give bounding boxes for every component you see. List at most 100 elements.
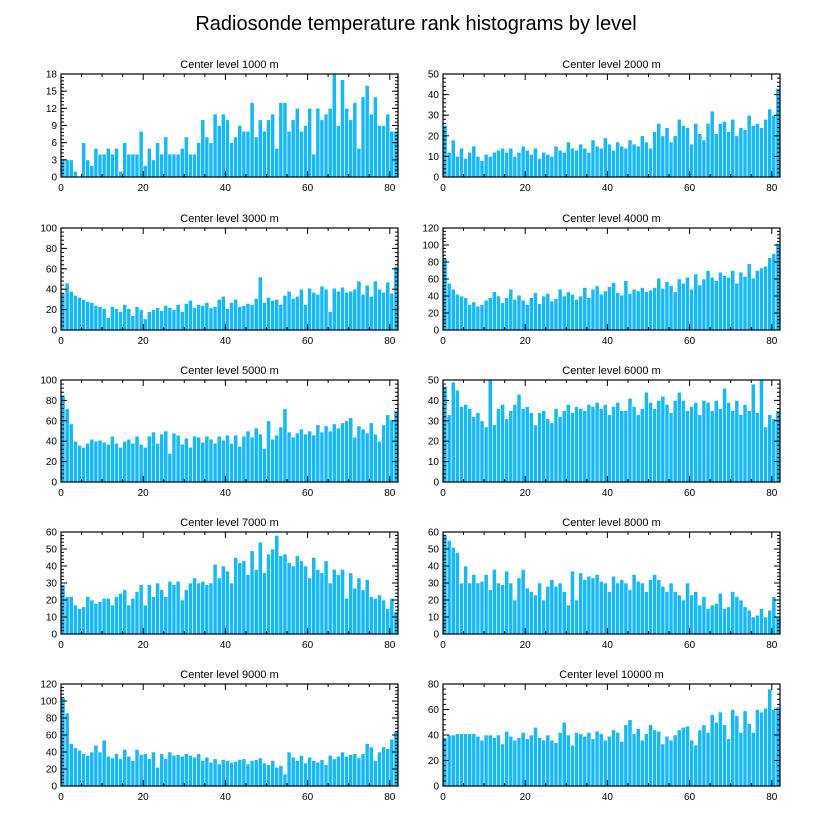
bar — [81, 142, 86, 178]
bar — [713, 721, 719, 787]
bar — [574, 599, 579, 635]
bar — [648, 579, 653, 635]
bar — [549, 579, 555, 635]
x-tick-label: 80 — [384, 183, 396, 194]
bar — [208, 142, 214, 178]
x-axis: 0 20 40 60 80 — [58, 532, 396, 651]
y-axis: 0 20 40 60 80 — [428, 680, 780, 793]
bar — [134, 435, 140, 483]
x-axis: 0 20 40 60 80 — [440, 228, 778, 347]
bar — [516, 151, 522, 178]
bar — [118, 592, 123, 635]
bar — [574, 406, 579, 483]
y-tick-label: 80 — [428, 258, 440, 269]
bar — [755, 614, 760, 635]
bar — [730, 709, 736, 787]
bar — [225, 119, 230, 178]
bar — [147, 584, 152, 635]
bar — [188, 755, 193, 787]
bar — [681, 400, 686, 483]
bar — [344, 420, 349, 483]
bar — [487, 379, 493, 483]
bar — [299, 130, 304, 178]
bar — [175, 304, 181, 331]
bar — [171, 755, 177, 787]
bar — [529, 591, 534, 635]
y-tick-label: 0 — [51, 173, 57, 184]
bar — [183, 136, 189, 178]
x-axis: 0 20 40 60 80 — [440, 74, 778, 194]
bar — [249, 102, 255, 178]
histogram-panel-10: Center level 10000 m 0 20 40 60 80 0 20 40 60 80 — [428, 669, 781, 803]
bar — [602, 739, 608, 787]
bar — [294, 760, 300, 787]
bar — [652, 574, 658, 635]
bar — [364, 743, 370, 787]
bar — [524, 406, 530, 483]
bar — [134, 306, 140, 331]
bar — [175, 580, 181, 635]
bar — [771, 418, 777, 483]
panels: Center level 1000 m0 20 40 60 800369121518Ce… — [40, 59, 781, 803]
bar — [253, 759, 259, 787]
bar — [483, 426, 489, 483]
bar — [360, 753, 366, 787]
x-tick-label: 40 — [602, 336, 614, 347]
bar — [266, 119, 271, 178]
bar — [216, 125, 222, 178]
bar — [171, 309, 177, 331]
bar — [681, 125, 686, 178]
bar — [656, 400, 662, 483]
bar — [463, 297, 468, 331]
bar — [512, 299, 518, 331]
bar — [520, 145, 526, 178]
y-axis: 0 3 6 9 12 15 18 — [46, 70, 398, 184]
x-tick-label: 20 — [520, 183, 532, 194]
bar — [590, 288, 596, 331]
bar — [208, 761, 214, 787]
bar — [192, 756, 197, 787]
bar — [471, 574, 477, 635]
bar — [274, 766, 280, 787]
bar — [155, 142, 160, 178]
bar — [549, 300, 555, 331]
bar — [151, 159, 156, 178]
bar — [364, 284, 370, 331]
bar — [130, 315, 136, 331]
bar — [623, 582, 629, 635]
y-tick-label: 20 — [46, 457, 58, 468]
bar — [676, 729, 682, 787]
bar — [775, 706, 781, 787]
bar — [565, 734, 571, 787]
bar — [208, 582, 214, 635]
bar — [718, 271, 723, 331]
y-axis: 0 20 40 60 80 100 120 — [40, 680, 398, 793]
bar — [446, 414, 452, 483]
y-axis: 0 10 20 30 40 50 — [428, 70, 780, 184]
bar — [504, 570, 510, 635]
bar — [68, 596, 74, 635]
bar — [701, 596, 707, 635]
bar — [496, 149, 501, 178]
bar — [718, 592, 723, 635]
bar — [356, 148, 362, 178]
bar — [253, 569, 259, 635]
bar — [274, 535, 280, 635]
x-tick-label: 60 — [684, 792, 696, 803]
bar — [344, 597, 349, 635]
bar — [311, 760, 317, 787]
bar — [734, 596, 740, 635]
bar — [504, 730, 510, 787]
bar — [492, 291, 497, 331]
bar — [233, 299, 239, 331]
bar — [282, 408, 288, 483]
bar — [274, 434, 280, 483]
bar — [307, 577, 312, 635]
bar — [455, 733, 460, 787]
bar — [385, 748, 391, 787]
bar — [578, 408, 584, 483]
bar — [385, 281, 391, 331]
bar — [241, 758, 247, 787]
x-tick-label: 60 — [684, 336, 696, 347]
y-tick-label: 100 — [422, 241, 439, 252]
